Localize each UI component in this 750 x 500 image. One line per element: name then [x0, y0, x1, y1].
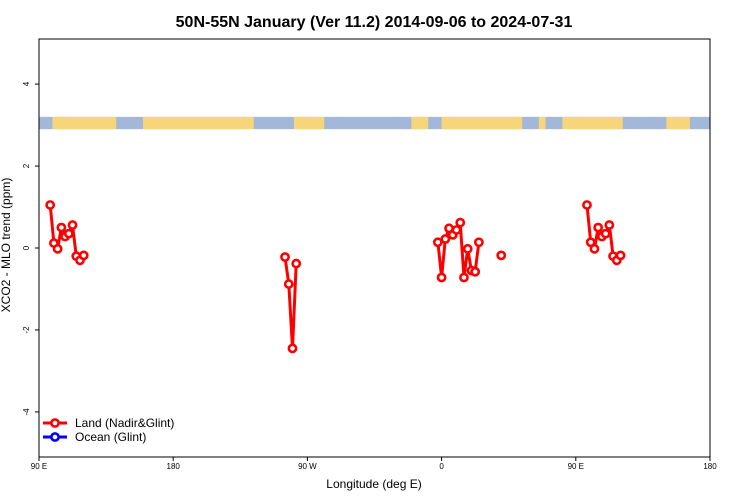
y-tick-label: 0: [22, 245, 31, 250]
data-point: [52, 243, 63, 254]
y-tick-label: -2: [22, 326, 31, 334]
data-point: [593, 222, 604, 233]
land-band-4: [441, 116, 523, 130]
x-axis-label: Longitude (deg E): [326, 477, 421, 491]
x-axis: 90 E 180 90 W 0 90 E 180: [31, 457, 717, 471]
data-point: [589, 243, 600, 254]
data-point: [283, 279, 294, 289]
data-point: [78, 250, 89, 261]
land-band-6: [562, 116, 623, 130]
x-tick-label: 90 E: [31, 462, 47, 471]
data-point: [600, 228, 611, 239]
data-point: [440, 234, 451, 244]
data-point: [451, 225, 462, 235]
data-point: [462, 243, 473, 254]
data-point: [280, 252, 290, 262]
data-point: [455, 217, 466, 228]
legend: Land (Nadir&Glint)Ocean (Glint): [43, 416, 174, 444]
data-point: [287, 343, 298, 354]
y-axis: -4 -2 0 2 4: [22, 81, 39, 415]
x-tick-label: 90 W: [298, 462, 317, 471]
plot-frame: [38, 38, 711, 458]
y-tick-label: 4: [22, 81, 31, 86]
data-point: [470, 266, 481, 277]
legend-label: Ocean (Glint): [75, 430, 146, 444]
data-point: [436, 272, 447, 283]
y-tick-label: -4: [22, 408, 31, 416]
data-point: [615, 250, 626, 261]
land-band-0: [52, 116, 117, 130]
data-point: [473, 237, 484, 248]
data-point: [63, 228, 74, 239]
x-tick-label: 90 E: [568, 462, 584, 471]
data-point: [432, 237, 443, 248]
legend-label: Land (Nadir&Glint): [75, 416, 174, 430]
legend-marker: [50, 418, 60, 428]
x-tick-label: 0: [439, 462, 444, 471]
land-band-5: [538, 116, 546, 130]
series-0: [45, 200, 626, 354]
land-band-2: [293, 116, 325, 130]
x-tick-label: 180: [703, 462, 717, 471]
data-point: [67, 220, 78, 230]
data-point: [582, 200, 592, 210]
y-tick-label: 2: [22, 163, 31, 168]
legend-marker: [50, 432, 60, 442]
data-point: [459, 272, 469, 283]
land-ocean-strip: [39, 116, 710, 130]
land-band-3: [411, 116, 429, 130]
series-layer: [45, 200, 626, 354]
land-band-7: [666, 116, 690, 130]
data-point: [45, 200, 56, 210]
y-axis-label: XCO2 - MLO trend (ppm): [0, 178, 13, 313]
chart-title: 50N-55N January (Ver 11.2) 2014-09-06 to…: [176, 14, 573, 31]
land-band-1: [143, 116, 254, 130]
data-point: [291, 258, 302, 269]
data-point: [56, 222, 67, 233]
data-point: [496, 250, 507, 261]
x-tick-label: 180: [167, 462, 181, 471]
data-point: [604, 220, 615, 230]
series-line: [283, 256, 298, 350]
